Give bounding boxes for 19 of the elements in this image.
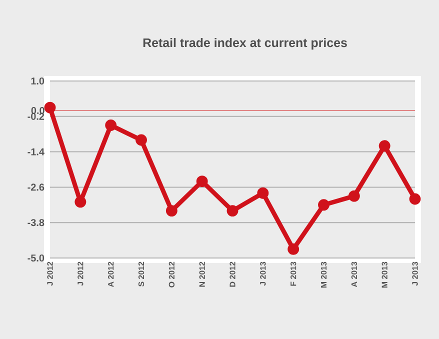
point [196,176,208,188]
point [166,205,178,217]
point [226,205,238,217]
point [288,243,300,255]
y-tick-label: 1.0 [31,77,44,85]
y-tick-label: -1.4 [28,148,44,156]
chart-title: Retail trade index at current prices [143,38,347,50]
y-tick-label: -2.6 [28,184,44,191]
point [257,187,269,199]
point [318,199,330,211]
point [105,120,117,131]
point [348,190,360,202]
point [136,134,147,146]
point [378,140,390,152]
point [44,102,56,114]
y-tick-label: -5.0 [28,254,44,262]
y-tick-label: -3.8 [28,219,44,226]
point [74,196,86,208]
point [409,193,421,205]
